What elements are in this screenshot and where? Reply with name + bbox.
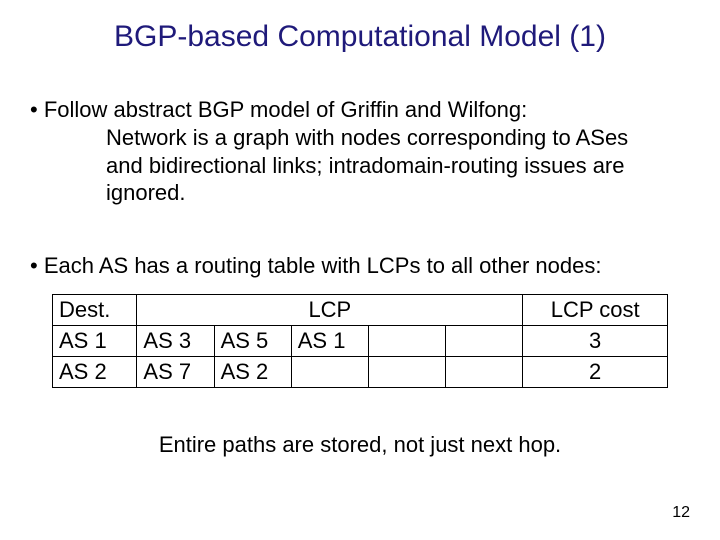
col-cost-header: LCP cost: [523, 295, 668, 326]
bullet-2: • Each AS has a routing table with LCPs …: [30, 252, 710, 280]
slide-title: BGP-based Computational Model (1): [0, 20, 720, 54]
cell-hop: AS 7: [137, 357, 214, 388]
cell-cost: 3: [523, 326, 668, 357]
cell-dest: AS 2: [53, 357, 137, 388]
closing-note: Entire paths are stored, not just next h…: [0, 432, 720, 458]
cell-hop: [368, 357, 445, 388]
cell-hop: AS 5: [214, 326, 291, 357]
cell-hop: AS 2: [214, 357, 291, 388]
routing-table-container: Dest. LCP LCP cost AS 1 AS 3 AS 5 AS 1 3…: [52, 294, 668, 388]
cell-dest: AS 1: [53, 326, 137, 357]
table-row: AS 1 AS 3 AS 5 AS 1 3: [53, 326, 668, 357]
cell-hop: AS 1: [291, 326, 368, 357]
bullet-1-lead: • Follow abstract BGP model of Griffin a…: [30, 96, 690, 124]
cell-hop: [291, 357, 368, 388]
page-number: 12: [672, 504, 690, 522]
table-row: AS 2 AS 7 AS 2 2: [53, 357, 668, 388]
col-dest-header: Dest.: [53, 295, 137, 326]
cell-hop: [446, 326, 523, 357]
cell-hop: [368, 326, 445, 357]
slide: BGP-based Computational Model (1) • Foll…: [0, 0, 720, 540]
routing-table: Dest. LCP LCP cost AS 1 AS 3 AS 5 AS 1 3…: [52, 294, 668, 388]
bullet-1-body: Network is a graph with nodes correspond…: [106, 124, 666, 207]
cell-hop: AS 3: [137, 326, 214, 357]
table-header-row: Dest. LCP LCP cost: [53, 295, 668, 326]
cell-cost: 2: [523, 357, 668, 388]
col-lcp-header: LCP: [137, 295, 523, 326]
cell-hop: [446, 357, 523, 388]
